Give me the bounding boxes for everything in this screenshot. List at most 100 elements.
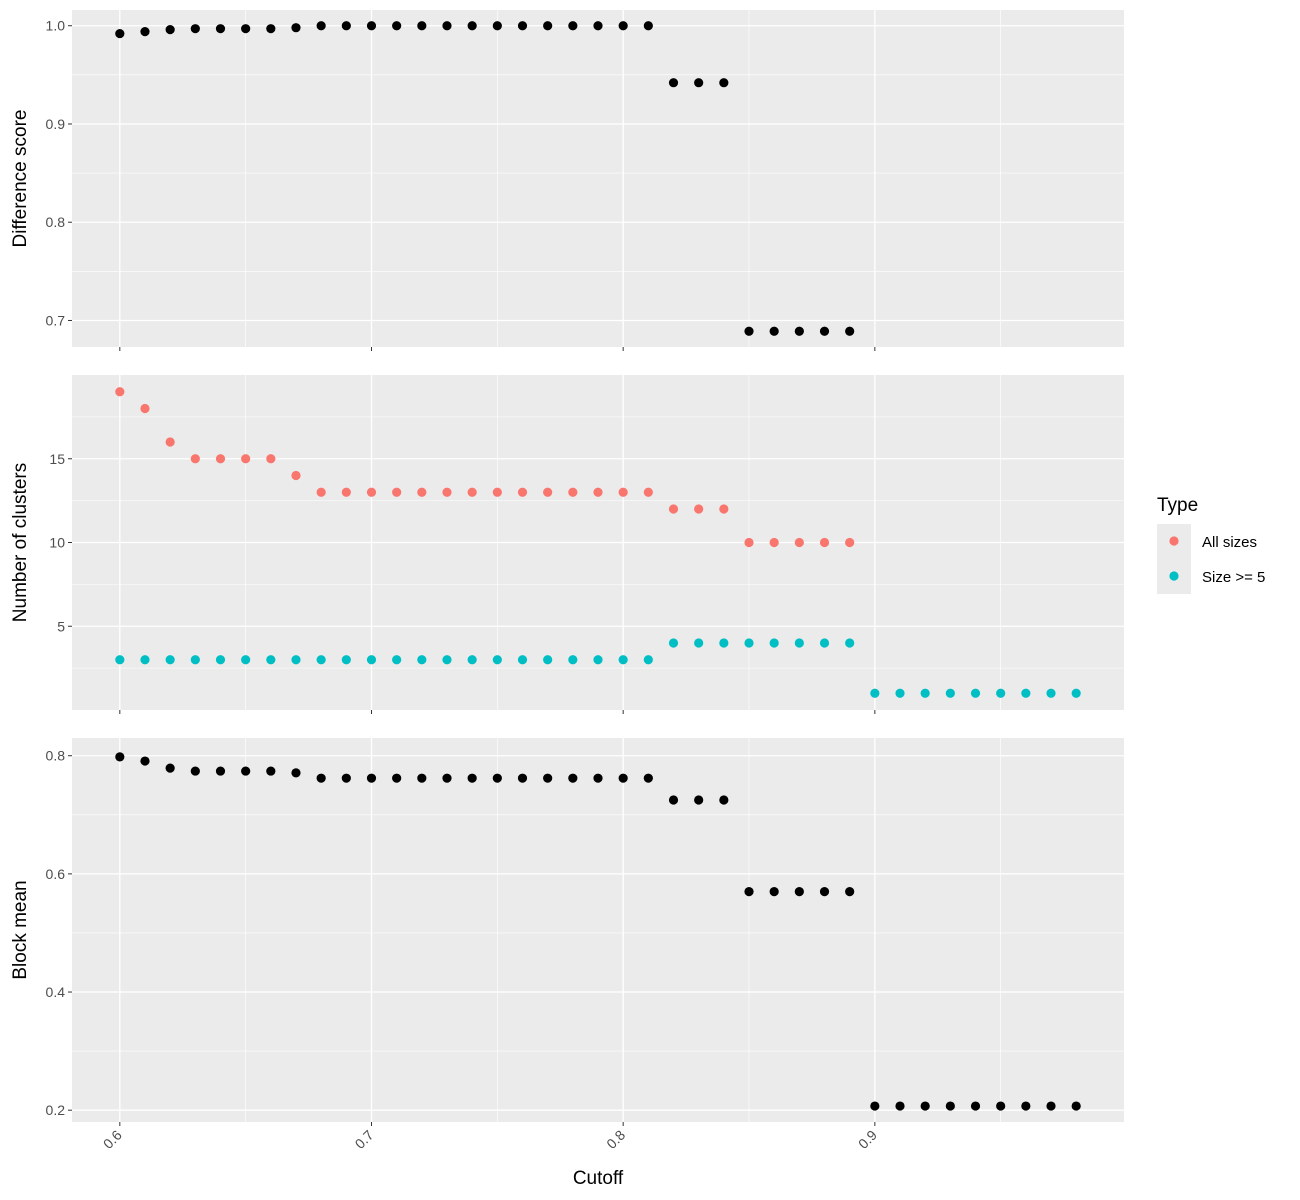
data-point (769, 326, 779, 336)
x-tick-label: 0.7 (352, 1127, 377, 1152)
data-point (291, 23, 301, 33)
data-point (593, 21, 603, 31)
data-point (115, 752, 125, 762)
data-point (996, 688, 1006, 698)
data-point (215, 655, 226, 665)
data-point (392, 773, 402, 783)
data-point (744, 326, 754, 336)
data-point (618, 655, 628, 665)
panel-2: 5 10 15 Number of clusters (10, 375, 1124, 714)
data-point (165, 655, 175, 665)
legend-keys-background (1157, 524, 1191, 594)
data-point (568, 487, 578, 497)
data-point (618, 21, 628, 31)
data-point (543, 487, 553, 497)
data-point (668, 638, 679, 648)
data-point (341, 21, 351, 31)
x-axis: 0.6 0.7 0.8 0.9 (100, 1127, 880, 1152)
data-point (316, 773, 326, 783)
y-tick-label: 5 (57, 618, 65, 634)
data-point (568, 655, 578, 665)
data-point (492, 773, 502, 783)
data-point (819, 638, 830, 648)
data-point (970, 1101, 981, 1111)
data-point (1046, 688, 1056, 698)
data-point (668, 78, 679, 88)
data-point (643, 21, 653, 31)
data-point (517, 773, 528, 783)
data-point (1046, 1101, 1056, 1111)
data-point (794, 537, 804, 548)
data-point (165, 437, 175, 447)
data-point (492, 21, 502, 31)
data-point (140, 655, 150, 665)
data-point (442, 21, 452, 31)
data-point (819, 326, 830, 336)
data-point (291, 470, 301, 481)
data-point (165, 763, 175, 773)
data-point (819, 537, 830, 548)
data-point (643, 773, 653, 783)
panel-background (72, 738, 1124, 1122)
data-point (744, 537, 754, 548)
data-point (920, 688, 930, 698)
legend-label-all-sizes: All sizes (1202, 534, 1257, 551)
data-point (845, 326, 855, 336)
data-point (316, 21, 326, 31)
y-tick-label: 0.2 (46, 1102, 66, 1118)
panel-1: 0.7 0.8 0.9 1.0 Difference score (10, 10, 1124, 351)
data-point (115, 655, 125, 665)
data-point (492, 655, 502, 665)
y-tick-label: 0.7 (46, 312, 66, 328)
data-point (442, 773, 452, 783)
data-point (215, 766, 226, 776)
data-point (845, 887, 855, 897)
data-point (467, 21, 477, 31)
data-point (115, 28, 125, 39)
data-point (895, 688, 905, 698)
data-point (341, 773, 351, 783)
data-point (492, 487, 502, 497)
y-axis-title: Number of clusters (10, 463, 31, 622)
y-tick-label: 10 (49, 535, 65, 551)
x-tick-label: 0.6 (100, 1127, 125, 1152)
data-point (366, 773, 377, 783)
data-point (643, 487, 653, 497)
data-point (241, 655, 251, 665)
x-tick-label: 0.8 (603, 1127, 628, 1152)
data-point (845, 638, 855, 648)
data-point (190, 454, 200, 464)
y-tick-label: 0.6 (46, 866, 66, 882)
data-point (140, 27, 150, 37)
y-tick-label: 0.8 (46, 748, 66, 764)
data-point (417, 773, 427, 783)
data-point (643, 655, 653, 665)
legend-key-all-sizes (1169, 536, 1179, 546)
data-point (895, 1101, 905, 1111)
data-point (291, 655, 301, 665)
data-point (1071, 1101, 1081, 1111)
data-point (442, 487, 452, 497)
data-point (442, 655, 452, 665)
data-point (392, 487, 402, 497)
data-point (392, 655, 402, 665)
data-point (945, 1101, 955, 1111)
data-point (366, 487, 377, 497)
data-point (668, 795, 679, 805)
data-point (366, 21, 377, 31)
data-point (568, 21, 578, 31)
legend-label-size-5-plus: Size >= 5 (1202, 569, 1265, 586)
data-point (266, 766, 276, 776)
data-point (744, 638, 754, 648)
data-point (316, 655, 326, 665)
data-point (266, 655, 276, 665)
legend: Type All sizes Size >= 5 (1157, 495, 1265, 594)
data-point (794, 887, 804, 897)
y-axis-title: Difference score (10, 110, 31, 248)
series-1 (115, 21, 855, 336)
y-tick-label: 0.4 (46, 984, 66, 1000)
data-point (593, 773, 603, 783)
y-tick-label: 0.8 (46, 214, 66, 230)
data-point (241, 766, 251, 776)
data-point (794, 638, 804, 648)
